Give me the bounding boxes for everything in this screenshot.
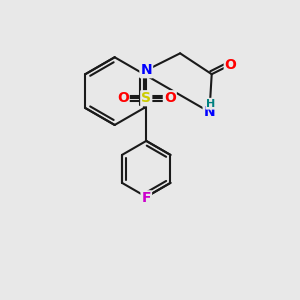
Text: S: S <box>141 91 151 105</box>
Text: N: N <box>204 105 215 119</box>
Text: O: O <box>117 91 129 105</box>
Text: H: H <box>206 99 215 109</box>
Text: N: N <box>140 63 152 77</box>
Text: O: O <box>225 58 237 72</box>
Text: F: F <box>142 191 151 205</box>
Text: O: O <box>164 91 176 105</box>
